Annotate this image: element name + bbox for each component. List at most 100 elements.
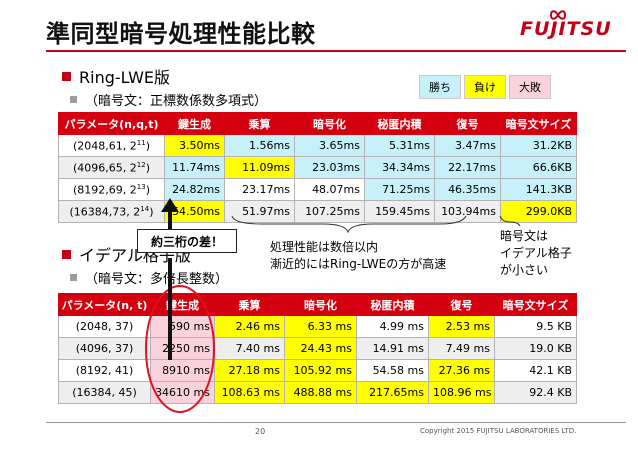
- value-cell: 3.65ms: [294, 134, 365, 157]
- value-cell: 217.65ms: [356, 381, 429, 404]
- param-cell: (8192,69, 213): [58, 178, 165, 201]
- value-cell: 22.17ms: [434, 156, 501, 179]
- value-cell: 34610 ms: [150, 381, 215, 404]
- value-cell: 3.50ms: [164, 134, 225, 157]
- value-cell: 141.3KB: [500, 178, 577, 201]
- logo-text: FUJITSU: [520, 18, 612, 40]
- value-cell: 3.47ms: [434, 134, 501, 157]
- value-cell: 5.31ms: [364, 134, 435, 157]
- value-cell: 66.6KB: [500, 156, 577, 179]
- value-cell: 103.94ms: [434, 200, 501, 223]
- copyright: Copyright 2015 FUJITSU LABORATORIES LTD.: [420, 427, 577, 435]
- section1-sub-text: （暗号文：正標数係数多項式）: [85, 94, 268, 109]
- value-cell: 4.99 ms: [356, 315, 429, 338]
- param-text: (8192, 41): [75, 364, 134, 377]
- legend-win: 勝ち: [419, 75, 461, 99]
- column-header: 乗算: [224, 112, 295, 135]
- table-row: (4096,65, 212) 11.74ms 11.09ms 23.03ms 34.34…: [58, 156, 577, 179]
- infinity-logo-icon: [550, 10, 566, 20]
- table-header-row: パラメータ(n,q,t) 鍵生成 乗算 暗号化 秘匿内積 復号 暗号文サイズ: [58, 112, 577, 135]
- value-cell: 11.74ms: [164, 156, 225, 179]
- three-orders-callout: 約三桁の差！: [137, 229, 237, 253]
- value-cell: 42.1 KB: [494, 359, 577, 382]
- value-cell: 108.96 ms: [428, 381, 495, 404]
- value-cell: 48.07ms: [294, 178, 365, 201]
- footer-divider: [46, 422, 626, 423]
- param-cell: (2048, 37): [58, 315, 151, 338]
- slide-title: 準同型暗号処理性能比較: [46, 20, 316, 48]
- value-cell: 27.18 ms: [214, 359, 285, 382]
- value-cell: 24.43 ms: [284, 337, 357, 360]
- param-cell: (4096, 37): [58, 337, 151, 360]
- column-header: 暗号化: [294, 112, 365, 135]
- ciphertext-note-line2: イデアル格子: [500, 246, 572, 260]
- value-cell: 14.91 ms: [356, 337, 429, 360]
- param-text: (4096, 37): [75, 342, 134, 355]
- value-cell: 299.0KB: [500, 200, 577, 223]
- value-cell: 2.53 ms: [428, 315, 495, 338]
- param-text: (16384, 45): [72, 386, 137, 399]
- table-row: (8192,69, 213) 24.82ms 23.17ms 48.07ms 71.25…: [58, 178, 577, 201]
- value-cell: 92.4 KB: [494, 381, 577, 404]
- param-text: (4096,65, 2: [73, 161, 137, 175]
- legend: 勝ち 負け 大敗: [419, 75, 551, 99]
- column-header: 乗算: [214, 293, 285, 316]
- param-close: ): [149, 205, 154, 219]
- value-cell: 2.46 ms: [214, 315, 285, 338]
- value-cell: 488.88 ms: [284, 381, 357, 404]
- legend-big-loss: 大敗: [509, 75, 551, 99]
- table-header-row: パラメータ(n, t) 鍵生成 乗算 暗号化 秘匿内積 復号 暗号文サイズ: [58, 293, 577, 316]
- table-row: (2048,61, 211) 3.50ms 1.56ms 3.65ms 5.31ms 3.…: [58, 134, 577, 157]
- param-text: (8192,69, 2: [73, 183, 137, 197]
- column-header: パラメータ(n, t): [58, 293, 151, 316]
- param-cell: (2048,61, 211): [58, 134, 165, 157]
- value-cell: 6.33 ms: [284, 315, 357, 338]
- value-cell: 7.40 ms: [214, 337, 285, 360]
- param-cell: (16384, 45): [58, 381, 151, 404]
- value-cell: 31.2KB: [500, 134, 577, 157]
- table-row: (16384, 45) 34610 ms 108.63 ms 488.88 ms 217…: [58, 381, 577, 404]
- value-cell: 107.25ms: [294, 200, 365, 223]
- ciphertext-note: 暗号文は イデアル格子 が小さい: [500, 228, 572, 279]
- page-number: 20: [255, 427, 266, 436]
- column-header: 暗号化: [284, 293, 357, 316]
- value-cell: 27.36 ms: [428, 359, 495, 382]
- section2-subheading: （暗号文：多倍長整数）: [70, 268, 228, 287]
- column-header: 鍵生成: [164, 112, 225, 135]
- table-row: (4096, 37) 2250 ms 7.40 ms 24.43 ms 14.91 ms…: [58, 337, 577, 360]
- section1-heading: Ring-LWE版: [62, 64, 170, 88]
- param-exponent: 14: [140, 204, 150, 213]
- value-cell: 590 ms: [150, 315, 215, 338]
- param-close: ): [145, 139, 150, 153]
- section1-heading-text: Ring-LWE版: [79, 68, 171, 87]
- value-cell: 51.97ms: [224, 200, 295, 223]
- param-close: ): [145, 183, 150, 197]
- ring-lwe-table: パラメータ(n,q,t) 鍵生成 乗算 暗号化 秘匿内積 復号 暗号文サイズ (2048,6…: [58, 112, 577, 223]
- value-cell: 71.25ms: [364, 178, 435, 201]
- value-cell: 8910 ms: [150, 359, 215, 382]
- square-bullet-icon: [62, 249, 71, 259]
- section1-subheading: （暗号文：正標数係数多項式）: [70, 90, 267, 109]
- value-cell: 23.03ms: [294, 156, 365, 179]
- column-header: 復号: [434, 112, 501, 135]
- column-header: パラメータ(n,q,t): [58, 112, 165, 135]
- table-row: (16384,73, 214) 54.50ms 51.97ms 107.25ms 159…: [58, 200, 577, 223]
- param-close: ): [145, 161, 150, 175]
- column-header: 暗号文サイズ: [494, 293, 577, 316]
- value-cell: 105.92 ms: [284, 359, 357, 382]
- value-cell: 23.17ms: [224, 178, 295, 201]
- title-underline: [46, 50, 626, 52]
- value-cell: 54.50ms: [164, 200, 225, 223]
- param-exponent: 12: [136, 160, 146, 169]
- value-cell: 19.0 KB: [494, 337, 577, 360]
- value-cell: 159.45ms: [364, 200, 435, 223]
- value-cell: 11.09ms: [224, 156, 295, 179]
- column-header: 暗号文サイズ: [500, 112, 577, 135]
- performance-note-line2: 漸近的にはRing-LWEの方が高速: [270, 257, 447, 271]
- value-cell: 46.35ms: [434, 178, 501, 201]
- table-row: (2048, 37) 590 ms 2.46 ms 6.33 ms 4.99 ms 2.5…: [58, 315, 577, 338]
- value-cell: 2250 ms: [150, 337, 215, 360]
- value-cell: 108.63 ms: [214, 381, 285, 404]
- param-exponent: 13: [136, 182, 146, 191]
- param-text: (16384,73, 2: [69, 205, 141, 219]
